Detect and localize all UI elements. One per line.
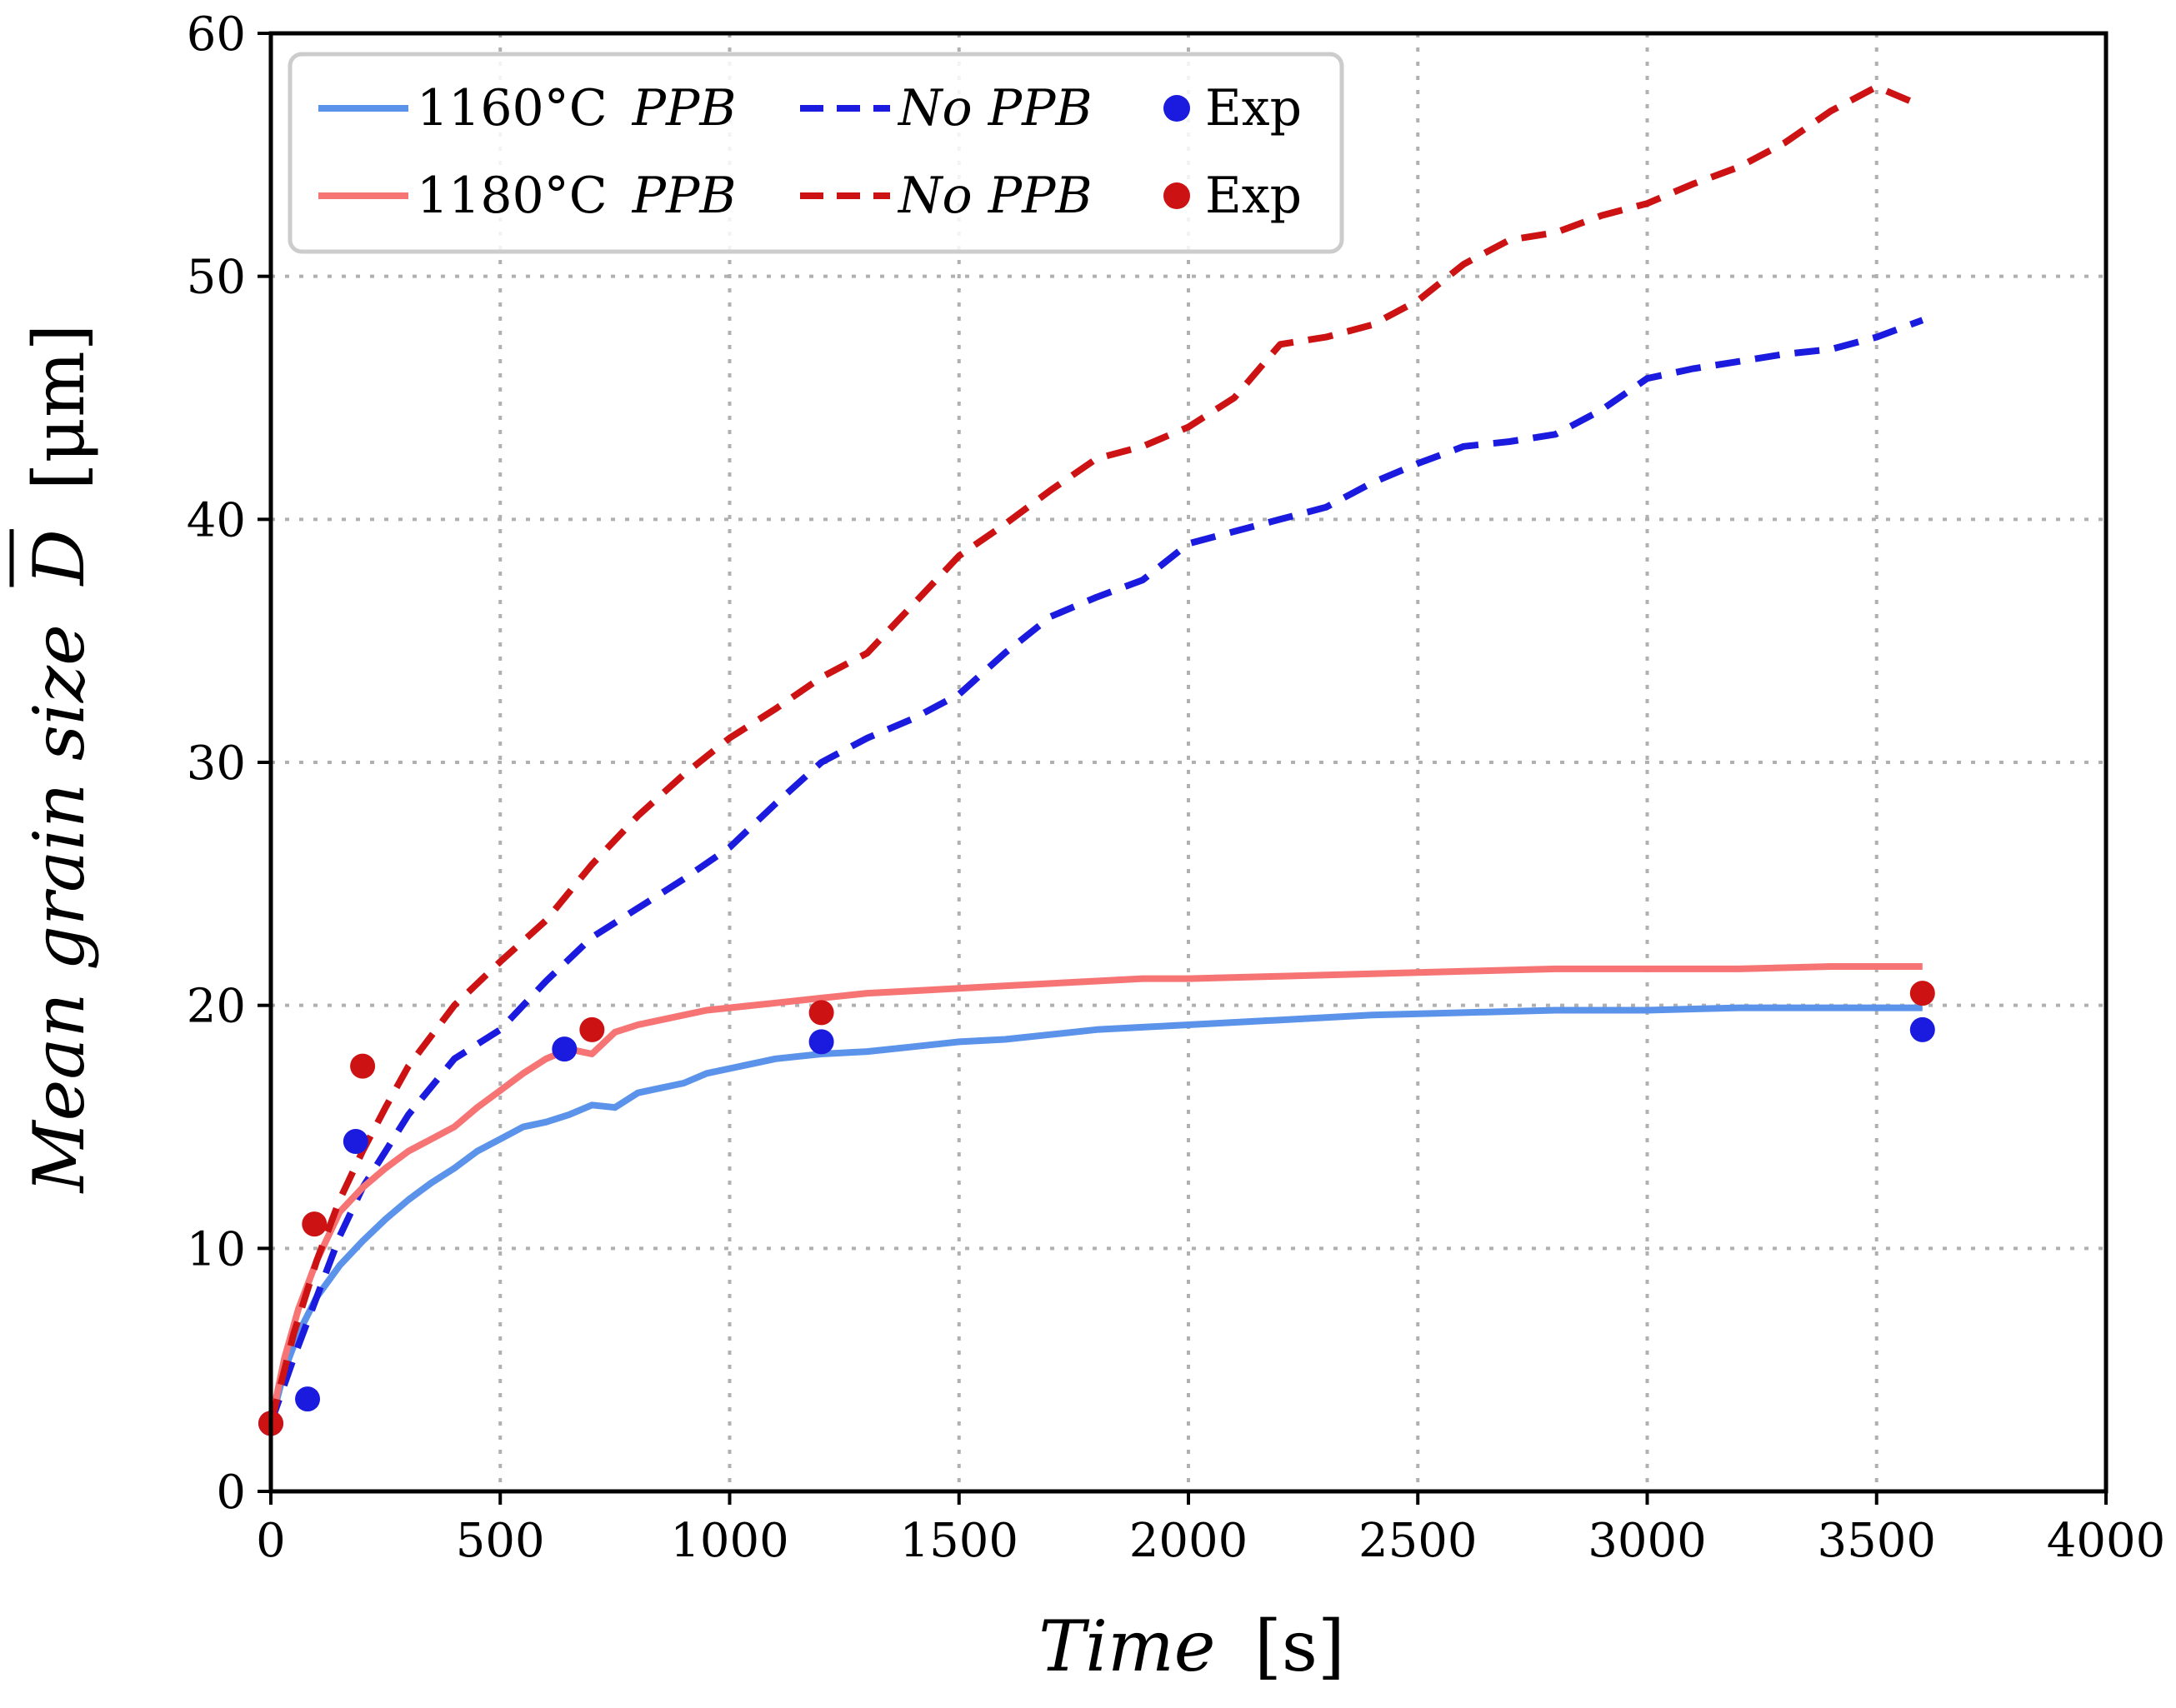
legend: 1160°C PPB No PPB Exp 1180°C PPB No PPB Exp <box>288 52 1344 254</box>
x-tick-label: 2500 <box>1358 1514 1478 1568</box>
series-line-1160c-ppb <box>268 1004 1923 1425</box>
legend-label-exp: Exp <box>1205 167 1302 225</box>
legend-label-ppb: 1180°C PPB <box>417 167 736 225</box>
y-tick-label: 0 <box>216 1466 246 1520</box>
legend-no-ppb: No PPB <box>897 79 1093 137</box>
exp-point-1160c-exp <box>808 1029 834 1055</box>
exp-point-1160c-exp <box>1909 1016 1935 1042</box>
exp-point-1160c-exp <box>343 1129 368 1154</box>
exp-point-1180c-exp <box>808 1000 834 1026</box>
legend-temp: 1180°C <box>417 167 608 225</box>
legend-row: 1160°C PPB No PPB Exp <box>318 79 1302 137</box>
x-axis-label: Time [s] <box>1038 1606 1345 1687</box>
legend-box <box>288 52 1344 254</box>
legend-ppb: PPB <box>632 79 737 137</box>
legend-label-ppb: 1160°C PPB <box>417 79 736 137</box>
x-tick-label: 1000 <box>670 1514 789 1568</box>
y-axis-label-text: Mean grain size <box>18 624 100 1194</box>
exp-point-1160c-exp <box>295 1386 321 1412</box>
x-tick-label: 1500 <box>899 1514 1018 1568</box>
legend-swatch-exp <box>1163 95 1190 122</box>
y-axis-label-unit: [μm] <box>18 324 100 491</box>
x-tick-label: 2000 <box>1129 1514 1248 1568</box>
svg-text:Mean grain size D: Mean grain size D [μm] <box>18 324 100 1195</box>
exp-point-1180c-exp <box>302 1211 328 1237</box>
series-line-1180c-ppb <box>268 963 1923 1425</box>
exp-point-1180c-exp <box>1909 981 1935 1006</box>
exp-point-1180c-exp <box>579 1016 605 1042</box>
y-tick-label: 10 <box>187 1222 246 1276</box>
legend-row: 1180°C PPB No PPB Exp <box>318 167 1302 225</box>
exp-point-1180c-exp <box>350 1053 376 1079</box>
legend-temp: 1160°C <box>417 79 608 137</box>
y-tick-label: 50 <box>187 251 246 305</box>
y-tick-label: 30 <box>187 737 246 791</box>
legend-label-no-ppb: No PPB <box>897 167 1093 225</box>
x-tick-label: 0 <box>256 1514 286 1568</box>
series-line-1180c-no-ppb <box>268 83 1924 1425</box>
legend-label-no-ppb: No PPB <box>897 79 1093 137</box>
ticks: 0 500 1000 1500 2000 2500 3000 3500 4000 0 10 20 30 4… <box>187 7 2166 1568</box>
series-line-1160c-no-ppb <box>268 317 1924 1425</box>
x-tick-label: 500 <box>456 1514 545 1568</box>
legend-label-exp: Exp <box>1205 79 1302 137</box>
y-axis-label-symbol: D <box>18 529 100 587</box>
legend-swatch-exp <box>1163 182 1190 209</box>
exp-point-1160c-exp <box>552 1036 578 1062</box>
x-tick-label: 4000 <box>2047 1514 2166 1568</box>
legend-ppb: PPB <box>632 167 737 225</box>
x-tick-label: 3000 <box>1588 1514 1707 1568</box>
y-axis-label: Mean grain size D [μm] <box>18 324 100 1195</box>
series-layer <box>258 83 1935 1436</box>
x-tick-label: 3500 <box>1817 1514 1936 1568</box>
y-tick-label: 20 <box>187 980 246 1034</box>
x-axis-label-text: Time <box>1038 1606 1215 1687</box>
y-tick-label: 60 <box>187 7 246 62</box>
legend-no-ppb: No PPB <box>897 167 1093 225</box>
grid <box>271 33 2106 1491</box>
y-tick-label: 40 <box>187 493 246 547</box>
x-axis-label-unit: [s] <box>1254 1606 1345 1687</box>
